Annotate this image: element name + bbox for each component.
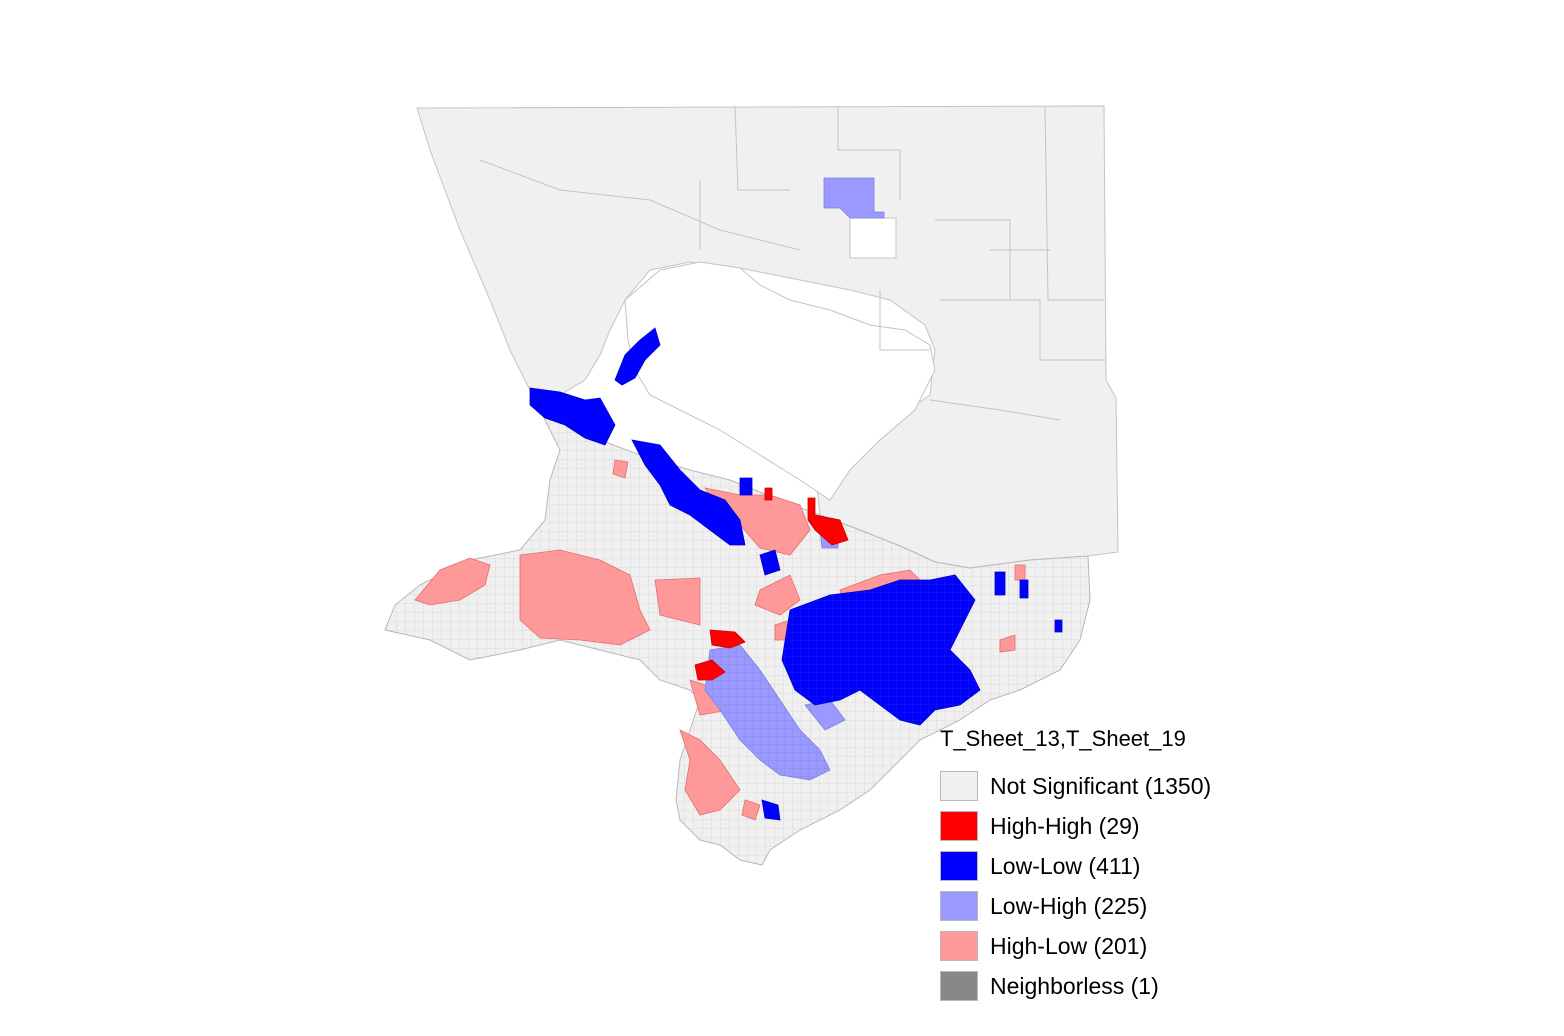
- legend: T_Sheet_13,T_Sheet_19 Not Significant (1…: [940, 726, 1211, 1006]
- white-block: [849, 217, 897, 259]
- legend-swatch: [940, 771, 978, 801]
- region-south-urban: [384, 389, 1091, 866]
- legend-item-neighborless: Neighborless (1): [940, 966, 1211, 1006]
- forest-gap: [624, 261, 936, 501]
- high-high-clusters: [694, 487, 849, 681]
- legend-item-low-high: Low-High (225): [940, 886, 1211, 926]
- legend-swatch: [940, 931, 978, 961]
- legend-label: Neighborless (1): [990, 972, 1159, 999]
- legend-label: High-Low (201): [990, 932, 1148, 959]
- legend-swatch: [940, 851, 978, 881]
- legend-label: Low-High (225): [990, 892, 1148, 919]
- legend-label: High-High (29): [990, 812, 1140, 839]
- legend-swatch: [940, 971, 978, 1001]
- legend-label: Low-Low (411): [990, 852, 1141, 879]
- legend-swatch: [940, 891, 978, 921]
- legend-label: Not Significant (1350): [990, 772, 1212, 799]
- legend-title: T_Sheet_13,T_Sheet_19: [940, 726, 1186, 751]
- low-low-clusters: [529, 327, 1063, 821]
- legend-item-high-high: High-High (29): [940, 806, 1211, 846]
- legend-swatch: [940, 811, 978, 841]
- low-high-clusters: [704, 177, 885, 781]
- legend-item-high-low: High-Low (201): [940, 926, 1211, 966]
- legend-item-low-low: Low-Low (411): [940, 846, 1211, 886]
- legend-item-not-significant: Not Significant (1350): [940, 766, 1211, 806]
